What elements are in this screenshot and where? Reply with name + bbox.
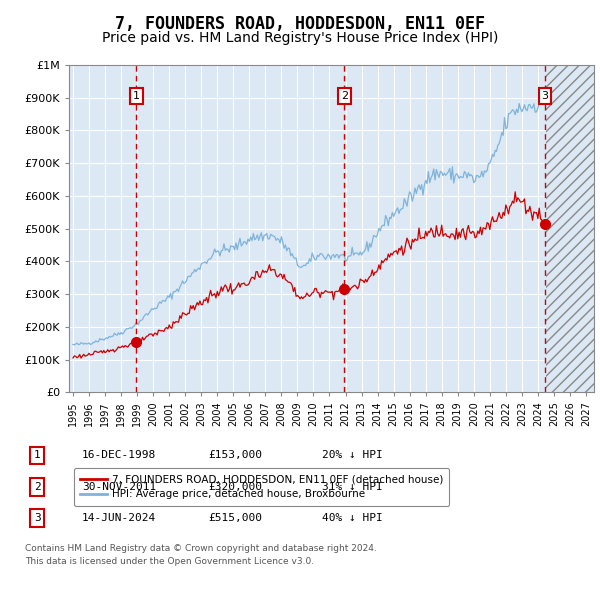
Legend: 7, FOUNDERS ROAD, HODDESDON, EN11 0EF (detached house), HPI: Average price, deta: 7, FOUNDERS ROAD, HODDESDON, EN11 0EF (d… — [74, 468, 449, 506]
Text: 3: 3 — [34, 513, 41, 523]
Text: 20% ↓ HPI: 20% ↓ HPI — [322, 451, 383, 460]
Text: 3: 3 — [542, 91, 548, 101]
Text: 2: 2 — [341, 91, 348, 101]
Text: 16-DEC-1998: 16-DEC-1998 — [82, 451, 157, 460]
Text: 30-NOV-2011: 30-NOV-2011 — [82, 482, 157, 491]
Text: £515,000: £515,000 — [208, 513, 262, 523]
Text: 7, FOUNDERS ROAD, HODDESDON, EN11 0EF: 7, FOUNDERS ROAD, HODDESDON, EN11 0EF — [115, 15, 485, 33]
Text: Price paid vs. HM Land Registry's House Price Index (HPI): Price paid vs. HM Land Registry's House … — [102, 31, 498, 45]
Text: £320,000: £320,000 — [208, 482, 262, 491]
Text: 40% ↓ HPI: 40% ↓ HPI — [322, 513, 383, 523]
Text: 1: 1 — [34, 451, 41, 460]
Text: 2: 2 — [34, 482, 41, 491]
Text: Contains HM Land Registry data © Crown copyright and database right 2024.: Contains HM Land Registry data © Crown c… — [25, 545, 377, 553]
Text: £153,000: £153,000 — [208, 451, 262, 460]
Text: 14-JUN-2024: 14-JUN-2024 — [82, 513, 157, 523]
Text: 1: 1 — [133, 91, 140, 101]
Text: This data is licensed under the Open Government Licence v3.0.: This data is licensed under the Open Gov… — [25, 558, 314, 566]
Bar — [546, 48, 594, 392]
Text: 31% ↓ HPI: 31% ↓ HPI — [322, 482, 383, 491]
